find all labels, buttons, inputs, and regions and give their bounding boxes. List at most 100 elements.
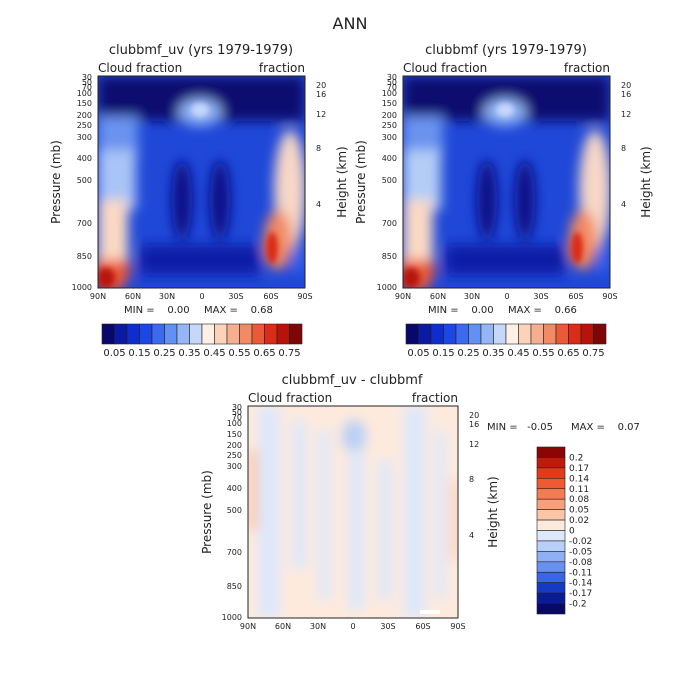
- height-tick: 8: [621, 144, 626, 153]
- plot-frame: [247, 405, 459, 619]
- colorbar-swatch: [536, 603, 566, 615]
- pressure-tick: 500: [382, 176, 397, 185]
- colorbar-label: 0.05: [569, 506, 589, 516]
- latitude-axis: 90N 60N 30N 0 30S 60S 90S: [240, 622, 466, 631]
- colorbar-swatch: [568, 323, 582, 345]
- colorbar-label: -0.17: [569, 589, 592, 599]
- figure-title: ANN: [333, 14, 368, 33]
- y2-axis-label: Height (km): [335, 146, 349, 217]
- colorbar-label: 0.14: [569, 474, 589, 484]
- pressure-axis: 30 50 70 100 150 200 250 300 400 500 700…: [200, 403, 242, 622]
- pressure-tick: 1000: [222, 613, 242, 622]
- height-tick: 12: [316, 110, 326, 119]
- pressure-tick: 150: [227, 430, 242, 439]
- colorbar-swatch: [114, 323, 128, 345]
- colorbar-label: 0.11: [569, 485, 589, 495]
- colorbar-swatch: [139, 323, 153, 345]
- pressure-tick: 500: [77, 176, 92, 185]
- colorbar-label: 0.75: [278, 348, 300, 359]
- pressure-tick: 150: [382, 99, 397, 108]
- colorbar-swatch: [536, 457, 566, 469]
- pressure-tick: 200: [382, 111, 397, 120]
- colorbar-swatch: [126, 323, 140, 345]
- pressure-tick: 100: [77, 89, 92, 98]
- colorbar-label: 0.17: [569, 464, 589, 474]
- colorbar-label: 0.2: [569, 453, 583, 463]
- y-axis-label: Pressure (mb): [49, 140, 63, 224]
- colorbar-swatch: [201, 323, 215, 345]
- lat-tick: 30N: [464, 292, 480, 301]
- pressure-tick: 250: [227, 451, 242, 460]
- pressure-tick: 400: [77, 154, 92, 163]
- colorbar-label: -0.02: [569, 537, 592, 547]
- pressure-tick: 30: [82, 73, 92, 82]
- colorbar-swatch: [530, 323, 544, 345]
- colorbar-swatch: [164, 323, 178, 345]
- colorbar-swatch: [418, 323, 432, 345]
- colorbar-swatch: [536, 582, 566, 594]
- lat-tick: 90S: [602, 292, 617, 301]
- pressure-tick: 50: [82, 78, 92, 87]
- colorbar-swatch: [189, 323, 203, 345]
- height-tick: 12: [469, 440, 479, 449]
- panel-left-label: Cloud fraction: [98, 61, 182, 75]
- colorbar-label: -0.14: [569, 579, 593, 589]
- lat-tick: 0: [199, 292, 204, 301]
- panel-difference: clubbmf_uv - clubbmf Cloud fraction frac…: [200, 373, 640, 631]
- lat-tick: 90N: [395, 292, 411, 301]
- pressure-axis: 30 50 70 100 150 200 250 300 400 500 700…: [354, 73, 397, 292]
- colorbar-swatch: [536, 467, 566, 479]
- y2-axis-label: Height (km): [486, 476, 500, 547]
- colorbar-label: 0: [569, 527, 575, 537]
- max-label: MAX = 0.07: [571, 422, 640, 433]
- pressure-tick: 50: [387, 78, 397, 87]
- pressure-tick: 70: [387, 83, 397, 92]
- colorbar-swatch: [536, 509, 566, 521]
- colorbar-swatch: [536, 446, 566, 458]
- colorbar-label: 0.45: [203, 348, 225, 359]
- colorbar-swatch: [518, 323, 532, 345]
- colorbar-swatch: [536, 498, 566, 510]
- lat-tick: 0: [504, 292, 509, 301]
- colorbar-label: -0.11: [569, 568, 592, 578]
- min-label: MIN = -0.05: [487, 422, 553, 433]
- pressure-tick: 300: [382, 133, 397, 142]
- lat-tick: 90S: [450, 622, 465, 631]
- colorbar-swatch: [536, 540, 566, 552]
- lat-tick: 60N: [430, 292, 446, 301]
- colorbar-swatch: [580, 323, 594, 345]
- colorbar-label: 0.25: [457, 348, 479, 359]
- colorbar-swatch: [251, 323, 265, 345]
- colorbar-label: -0.08: [569, 558, 593, 568]
- pressure-tick: 500: [227, 506, 242, 515]
- pressure-tick: 150: [77, 99, 92, 108]
- max-label: MAX = 0.68: [204, 305, 273, 316]
- colorbar-label: 0.35: [482, 348, 504, 359]
- colorbar-swatch: [151, 323, 165, 345]
- colorbar-swatch: [443, 323, 457, 345]
- min-label: MIN = 0.00: [124, 305, 190, 316]
- pressure-tick: 200: [77, 111, 92, 120]
- colorbar-swatch: [276, 323, 290, 345]
- colorbar-label: 0.55: [532, 348, 554, 359]
- y2-axis-label: Height (km): [639, 146, 653, 217]
- colorbar-label: -0.2: [569, 600, 587, 610]
- panel-right-label: fraction: [412, 391, 458, 405]
- colorbar-swatch: [536, 519, 566, 531]
- colorbar-swatch: [536, 488, 566, 500]
- pressure-tick: 700: [382, 219, 397, 228]
- panel-top-right: clubbmf (yrs 1979-1979) Cloud fraction f…: [354, 43, 653, 359]
- pressure-tick: 700: [227, 548, 242, 557]
- min-label: MIN = 0.00: [428, 305, 494, 316]
- colorbar-label: -0.05: [569, 547, 592, 557]
- pressure-tick: 50: [232, 408, 242, 417]
- height-tick: 20: [316, 81, 326, 90]
- pressure-tick: 850: [227, 582, 242, 591]
- panel-title: clubbmf (yrs 1979-1979): [425, 43, 587, 58]
- height-tick: 4: [621, 200, 626, 209]
- contour-field: [403, 76, 610, 288]
- pressure-tick: 250: [382, 121, 397, 130]
- colorbar: 0.05 0.15 0.25 0.35 0.45 0.55 0.65 0.75: [405, 323, 607, 359]
- pressure-tick: 700: [77, 219, 92, 228]
